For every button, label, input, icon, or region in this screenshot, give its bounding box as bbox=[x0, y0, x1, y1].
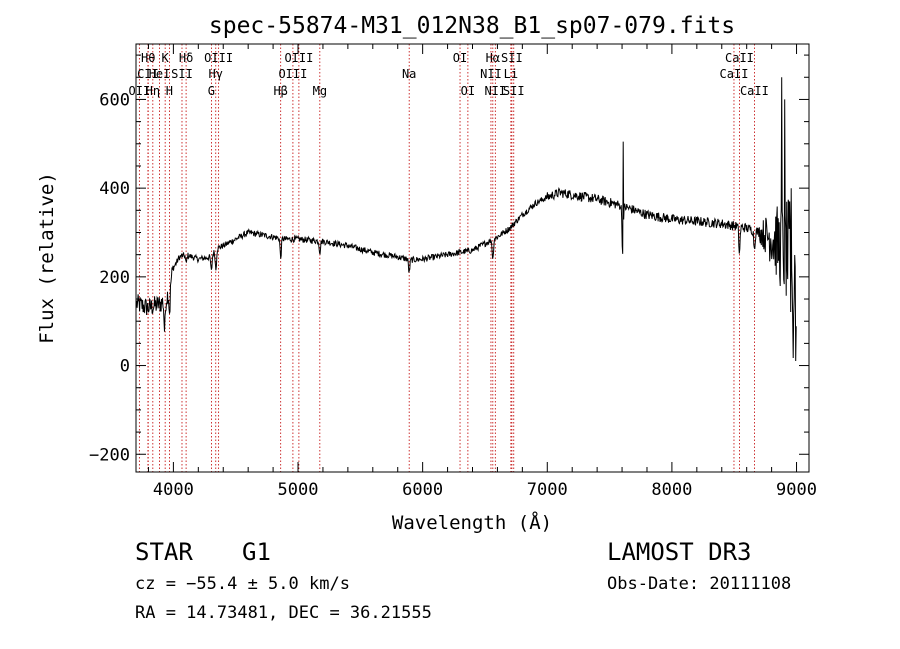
object-subclass: G1 bbox=[242, 538, 271, 566]
line-marker-label: Hγ bbox=[209, 67, 223, 81]
survey-name: LAMOST DR3 bbox=[607, 538, 752, 566]
line-marker-label: CaII bbox=[725, 51, 754, 65]
chart-title: spec-55874-M31_012N38_B1_sp07-079.fits bbox=[209, 13, 735, 39]
line-marker-label: Hη bbox=[146, 84, 160, 98]
line-marker-label: K bbox=[162, 51, 170, 65]
line-marker-label: OIII bbox=[284, 51, 313, 65]
line-marker-label: Li bbox=[504, 67, 518, 81]
line-marker-label: Na bbox=[402, 67, 416, 81]
line-marker-label: SII bbox=[501, 51, 523, 65]
x-axis-label: Wavelength (Å) bbox=[392, 511, 552, 534]
line-marker-label: OII bbox=[129, 84, 151, 98]
redshift-velocity: cz = −55.4 ± 5.0 km/s bbox=[135, 574, 350, 594]
line-marker-label: OIII bbox=[278, 67, 307, 81]
line-marker-label: Hδ bbox=[179, 51, 193, 65]
spectrum-line bbox=[136, 77, 797, 362]
y-axis-label: Flux (relative) bbox=[36, 172, 58, 344]
line-marker-label: Mg bbox=[313, 84, 327, 98]
x-tick-label: 9000 bbox=[776, 480, 817, 500]
y-tick-label: 0 bbox=[120, 357, 130, 377]
line-marker-label: OI bbox=[453, 51, 467, 65]
line-marker-label: SII bbox=[171, 67, 193, 81]
y-tick-label: −200 bbox=[89, 445, 130, 465]
y-tick-label: 400 bbox=[99, 179, 130, 199]
line-marker-label: NII bbox=[480, 67, 502, 81]
observation-date: Obs-Date: 20111108 bbox=[607, 574, 792, 594]
line-marker-label: OIII bbox=[204, 51, 233, 65]
line-marker-label: Hα bbox=[486, 51, 500, 65]
line-marker-label: CaII bbox=[720, 67, 749, 81]
object-class: STAR bbox=[135, 538, 193, 566]
x-tick-label: 7000 bbox=[527, 480, 568, 500]
line-marker-label: Hβ bbox=[273, 84, 287, 98]
x-tick-label: 8000 bbox=[651, 480, 692, 500]
plot-frame bbox=[135, 43, 810, 473]
line-marker-label: CII bbox=[137, 67, 159, 81]
line-marker-label: G bbox=[208, 84, 215, 98]
line-marker-label: SII bbox=[503, 84, 525, 98]
line-marker-label: OI bbox=[461, 84, 475, 98]
line-marker-label: NII bbox=[484, 84, 506, 98]
y-tick-label: 600 bbox=[99, 90, 130, 110]
line-marker-label: H bbox=[166, 84, 173, 98]
x-tick-label: 5000 bbox=[278, 480, 319, 500]
coordinates: RA = 14.73481, DEC = 36.21555 bbox=[135, 603, 432, 623]
x-tick-label: 4000 bbox=[153, 480, 194, 500]
line-marker-label: HeI bbox=[149, 67, 171, 81]
line-marker-label: CaII bbox=[740, 84, 769, 98]
y-tick-label: 200 bbox=[99, 268, 130, 288]
x-tick-label: 6000 bbox=[402, 480, 443, 500]
axis-ticks: 4000 5000 6000 7000 8000 9000 −200 0 200 400 600 bbox=[89, 44, 817, 500]
